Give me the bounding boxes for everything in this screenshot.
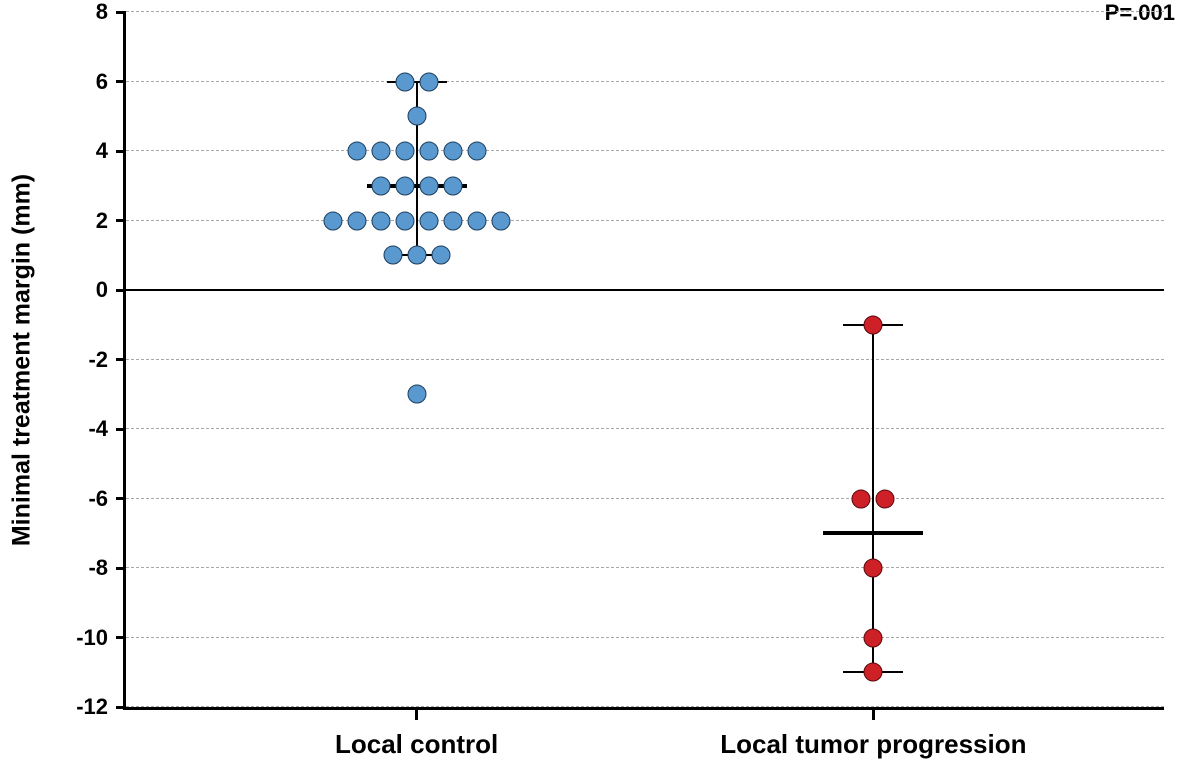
y-tick-mark — [116, 706, 126, 709]
y-tick-mark — [116, 497, 126, 500]
data-point-marker — [407, 246, 426, 265]
y-tick-mark — [116, 219, 126, 222]
data-point-marker — [347, 142, 366, 161]
y-tick-mark — [116, 567, 126, 570]
data-point-marker — [864, 559, 883, 578]
y-tick-label: 2 — [0, 208, 108, 234]
x-category-label: Local control — [217, 729, 617, 760]
gridline — [126, 706, 1164, 707]
data-point-marker — [407, 385, 426, 404]
data-point-marker — [467, 211, 486, 230]
x-axis-line — [123, 707, 1164, 710]
data-point-marker — [491, 211, 510, 230]
y-tick-label: -4 — [0, 416, 108, 442]
data-point-marker — [443, 211, 462, 230]
data-point-marker — [395, 211, 414, 230]
data-point-marker — [419, 211, 438, 230]
data-point-marker — [852, 489, 871, 508]
whisker-line — [872, 325, 874, 673]
data-point-marker — [443, 176, 462, 195]
y-tick-mark — [116, 11, 126, 14]
gridline — [126, 11, 1164, 12]
data-point-marker — [467, 142, 486, 161]
data-point-marker — [864, 628, 883, 647]
y-tick-label: -12 — [0, 694, 108, 720]
y-tick-mark — [116, 150, 126, 153]
data-point-marker — [419, 176, 438, 195]
y-tick-mark — [116, 358, 126, 361]
y-tick-mark — [116, 80, 126, 83]
x-tick-mark — [415, 710, 418, 720]
data-point-marker — [419, 72, 438, 91]
data-point-marker — [347, 211, 366, 230]
data-point-marker — [371, 211, 390, 230]
data-point-marker — [443, 142, 462, 161]
median-bar — [823, 531, 923, 535]
gridline — [126, 567, 1164, 568]
x-tick-mark — [872, 710, 875, 720]
data-point-marker — [407, 107, 426, 126]
x-category-label: Local tumor progression — [673, 729, 1073, 760]
gridline — [126, 220, 1164, 221]
data-point-marker — [323, 211, 342, 230]
gridline — [126, 637, 1164, 638]
y-tick-mark — [116, 636, 126, 639]
y-tick-label: 6 — [0, 69, 108, 95]
y-tick-label: 4 — [0, 138, 108, 164]
y-tick-label: -8 — [0, 555, 108, 581]
data-point-marker — [371, 176, 390, 195]
data-point-marker — [383, 246, 402, 265]
data-point-marker — [419, 142, 438, 161]
y-tick-label: 8 — [0, 0, 108, 25]
y-tick-label: -6 — [0, 486, 108, 512]
gridline — [126, 150, 1164, 151]
data-point-marker — [864, 663, 883, 682]
data-point-marker — [431, 246, 450, 265]
gridline — [126, 428, 1164, 429]
data-point-marker — [876, 489, 895, 508]
y-tick-mark — [116, 289, 126, 292]
y-tick-label: -10 — [0, 625, 108, 651]
zero-line — [126, 289, 1164, 291]
gridline — [126, 81, 1164, 82]
chart-container: Minimal treatment margin (mm) P=.001 -12… — [0, 0, 1181, 770]
gridline — [126, 359, 1164, 360]
gridline — [126, 498, 1164, 499]
y-tick-label: -2 — [0, 347, 108, 373]
data-point-marker — [864, 315, 883, 334]
data-point-marker — [395, 176, 414, 195]
data-point-marker — [371, 142, 390, 161]
y-tick-label: 0 — [0, 277, 108, 303]
data-point-marker — [395, 72, 414, 91]
data-point-marker — [395, 142, 414, 161]
y-tick-mark — [116, 428, 126, 431]
